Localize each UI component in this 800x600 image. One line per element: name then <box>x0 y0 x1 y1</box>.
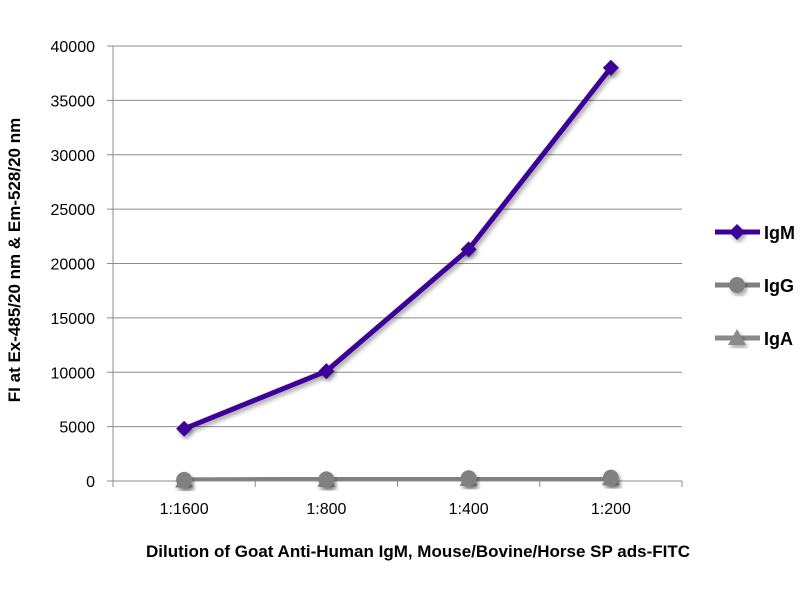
y-tick-label: 15000 <box>51 311 96 328</box>
x-tick-label: 1:1600 <box>160 501 209 518</box>
data-point-igm <box>176 420 193 437</box>
data-point-igm <box>318 363 335 380</box>
data-point-igm <box>460 241 477 258</box>
series-line-igm <box>183 66 613 432</box>
y-tick-label: 30000 <box>51 148 96 165</box>
data-point-igg <box>318 471 335 488</box>
data-point-igg <box>602 469 619 486</box>
legend-marker-igg <box>729 277 745 293</box>
x-tick-label: 1:400 <box>449 501 489 518</box>
y-axis-label: FI at Ex-485/20 nm & Em-528/20 nm <box>5 118 24 402</box>
legend-label-iga: IgA <box>764 329 793 349</box>
series-line-igg <box>184 475 611 483</box>
x-axis-label: Dilution of Goat Anti-Human IgM, Mouse/B… <box>146 542 690 561</box>
y-tick-label: 35000 <box>51 93 96 110</box>
data-point-igg <box>176 471 193 488</box>
legend-label-igg: IgG <box>764 276 794 296</box>
y-tick-label: 20000 <box>51 257 96 274</box>
y-tick-label: 10000 <box>51 365 96 382</box>
data-point-igg <box>460 470 477 487</box>
legend-marker-igm <box>729 224 745 240</box>
x-tick-label: 1:200 <box>591 501 631 518</box>
legend-marker-iga <box>728 329 746 345</box>
y-tick-label: 40000 <box>51 39 96 56</box>
x-tick-label: 1:800 <box>306 501 346 518</box>
legend-label-igm: IgM <box>764 223 795 243</box>
y-tick-label: 5000 <box>59 420 95 437</box>
data-point-igm <box>602 59 619 76</box>
y-tick-label: 25000 <box>51 202 96 219</box>
y-tick-label: 0 <box>86 474 95 491</box>
